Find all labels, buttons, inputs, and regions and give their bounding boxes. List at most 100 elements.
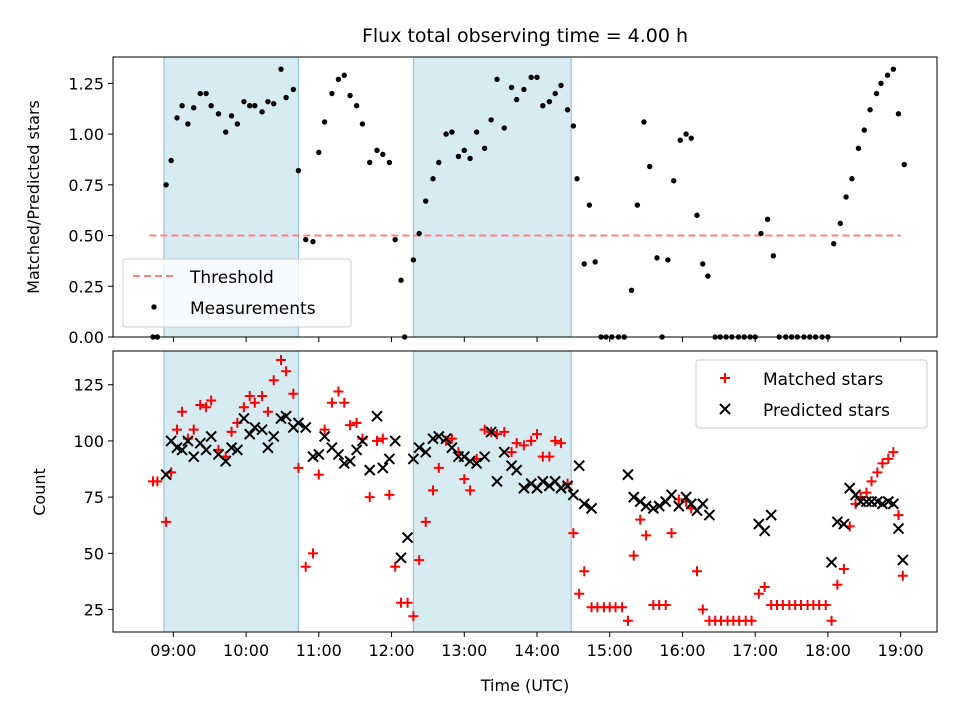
predicted-star-point bbox=[849, 489, 862, 501]
measurement-point bbox=[481, 145, 488, 152]
matched-star-point bbox=[753, 588, 764, 599]
matched-star-point bbox=[177, 406, 188, 417]
matched-star-point bbox=[420, 516, 431, 527]
measurement-point bbox=[380, 151, 386, 158]
predicted-star-point bbox=[491, 475, 503, 488]
predicted-star-point bbox=[518, 482, 530, 494]
matched-star-point bbox=[161, 516, 172, 527]
measurement-point bbox=[586, 202, 593, 208]
predicted-star-point bbox=[464, 455, 476, 467]
measurement-point bbox=[521, 86, 527, 93]
ratio-y-tick-label: 0.25 bbox=[68, 277, 104, 296]
measurement-point bbox=[386, 159, 393, 166]
predicted-star-point bbox=[280, 410, 292, 422]
predicted-star-point bbox=[238, 412, 250, 425]
x-tick-label: 15:00 bbox=[587, 641, 633, 660]
predicted-star-point bbox=[703, 509, 716, 521]
predicted-star-point bbox=[640, 500, 652, 512]
predicted-star-point bbox=[188, 450, 200, 463]
measurement-point bbox=[654, 255, 660, 261]
predicted-star-point bbox=[897, 554, 909, 566]
measurement-point bbox=[861, 127, 867, 133]
matched-star-point bbox=[832, 579, 843, 590]
measurement-point bbox=[215, 111, 222, 117]
measurement-point bbox=[259, 109, 265, 115]
matched-star-point bbox=[244, 390, 255, 401]
measurement-point bbox=[197, 90, 203, 97]
predicted-star-point bbox=[573, 459, 585, 472]
measurement-point bbox=[641, 119, 647, 125]
measurement-point bbox=[564, 107, 571, 113]
matched-star-point bbox=[152, 476, 163, 487]
ratio-panel: 0.00 0.25 0.50 0.75 1.00 1.25 Matched/Predict… bbox=[24, 56, 938, 347]
matched-star-point bbox=[622, 615, 633, 626]
count-y-tick-label: 100 bbox=[73, 432, 104, 451]
x-tick-label: 14:00 bbox=[514, 641, 560, 660]
predicted-star-point bbox=[838, 518, 850, 530]
measurement-point bbox=[252, 102, 258, 109]
measurement-point bbox=[265, 98, 271, 105]
ratio-y-tick-label: 0.00 bbox=[68, 328, 104, 347]
measurement-point bbox=[558, 82, 564, 89]
matched-star-point bbox=[262, 406, 273, 417]
measurement-point bbox=[901, 161, 907, 168]
predicted-star-point bbox=[389, 435, 401, 447]
measurement-point bbox=[359, 121, 366, 127]
predicted-star-point bbox=[622, 468, 634, 481]
measurement-point bbox=[764, 216, 771, 223]
ratio-panel-y-axis-label: Matched/Predicted stars bbox=[24, 100, 43, 294]
predicted-star-point bbox=[413, 441, 425, 454]
x-tick-label: 13:00 bbox=[441, 641, 487, 660]
count-panel: 25 50 75 100 125 09:00 10:00 11:00 12:00 13:00 14… bbox=[30, 350, 938, 695]
matched-star-point bbox=[579, 566, 590, 577]
threshold-legend-label: Threshold bbox=[189, 268, 274, 288]
measurement-point bbox=[347, 92, 353, 99]
matched-star-point bbox=[319, 424, 330, 435]
matched-star-point bbox=[568, 528, 579, 539]
predicted-star-point bbox=[537, 475, 549, 488]
measurement-point bbox=[488, 117, 494, 123]
matched-star-point bbox=[746, 615, 757, 626]
measurement-point bbox=[694, 212, 700, 218]
measurement-point bbox=[430, 176, 436, 182]
x-tick-label: 12:00 bbox=[368, 641, 414, 660]
measurement-point bbox=[423, 198, 429, 204]
count-legend-box bbox=[695, 359, 928, 429]
matched-star-point bbox=[550, 435, 561, 446]
measurement-point bbox=[174, 115, 180, 121]
predicted-star-point bbox=[318, 430, 331, 443]
chart-title: Flux total observing time = 4.00 h bbox=[362, 25, 688, 47]
measurement-point bbox=[185, 121, 191, 127]
measurement-point bbox=[890, 66, 897, 72]
measurement-point bbox=[508, 84, 515, 91]
predicted-star-point bbox=[313, 448, 325, 461]
ratio-y-tick-label: 0.75 bbox=[68, 176, 104, 195]
matched-star-point bbox=[635, 514, 646, 525]
measurement-point bbox=[335, 76, 342, 83]
predicted-star-point bbox=[249, 421, 261, 434]
measurement-point bbox=[528, 74, 534, 80]
measurement-point bbox=[310, 238, 316, 245]
measurement-point bbox=[398, 277, 404, 283]
measurement-point bbox=[770, 253, 777, 259]
measurement-point bbox=[473, 129, 480, 135]
ratio-y-tick-label: 0.50 bbox=[68, 227, 104, 246]
measurement-point bbox=[392, 236, 398, 243]
matched-star-point bbox=[201, 402, 212, 413]
matched-star-point bbox=[377, 433, 388, 444]
matched-star-point bbox=[666, 528, 677, 539]
predicted-star-point bbox=[262, 441, 274, 454]
matched-star-point bbox=[888, 447, 899, 458]
matched-star-point bbox=[628, 550, 639, 561]
predicted-star-point bbox=[561, 480, 574, 492]
measurement-point bbox=[677, 137, 683, 143]
predicted-star-point bbox=[433, 430, 445, 443]
predicted-legend-label: Predicted stars bbox=[763, 401, 890, 421]
predicted-star-point bbox=[160, 468, 172, 481]
ratio-y-tick-label: 1.25 bbox=[68, 74, 104, 93]
matched-star-point bbox=[351, 417, 362, 428]
predicted-star-point bbox=[371, 410, 383, 422]
predicted-star-point bbox=[578, 498, 590, 510]
predicted-star-point bbox=[628, 491, 640, 503]
measurement-point bbox=[191, 105, 197, 111]
